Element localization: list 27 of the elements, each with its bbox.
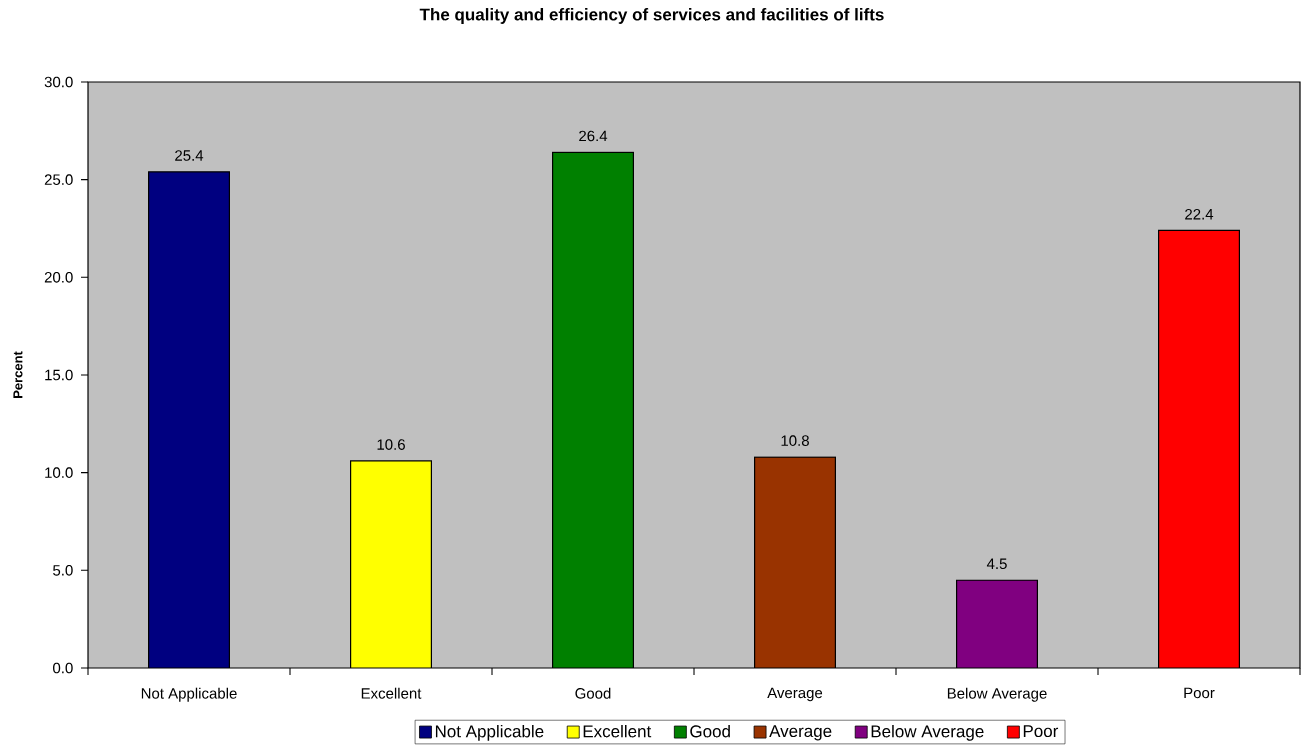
x-tick-label: Below Average (947, 687, 1047, 702)
y-tick-label: 0.0 (53, 662, 73, 674)
y-tick-label: 20.0 (44, 272, 73, 283)
data-label: 10.6 (377, 439, 405, 450)
legend-label: Poor (1023, 725, 1059, 738)
chart-title: The quality and efficiency of services and facilities of lifts (419, 8, 884, 24)
data-label: 26.4 (579, 130, 608, 142)
y-tick-label: 10.0 (45, 467, 73, 478)
x-tick-label: Excellent (361, 687, 422, 699)
y-axis-title: Percent (13, 351, 23, 398)
data-label: 10.8 (781, 435, 809, 446)
y-tick-label: 15.0 (45, 369, 73, 381)
legend-label: Average (769, 725, 832, 741)
legend-label: Good (690, 724, 730, 738)
legend-label: Not Applicable (435, 724, 544, 741)
data-label: 25.4 (175, 150, 204, 161)
data-label: 4.5 (986, 558, 1007, 570)
data-label: 22.4 (1185, 208, 1214, 220)
x-tick-label: Good (575, 687, 611, 699)
legend-label: Below Average (871, 724, 984, 741)
x-tick-label: Not Applicable (141, 687, 237, 702)
x-tick-label: Average (767, 687, 823, 702)
x-tick-label: Poor (1184, 687, 1215, 699)
y-tick-label: 5.0 (53, 565, 73, 576)
y-tick-label: 25.0 (44, 174, 73, 185)
y-tick-label: 30.0 (44, 76, 73, 88)
legend-label: Excellent (583, 724, 652, 738)
